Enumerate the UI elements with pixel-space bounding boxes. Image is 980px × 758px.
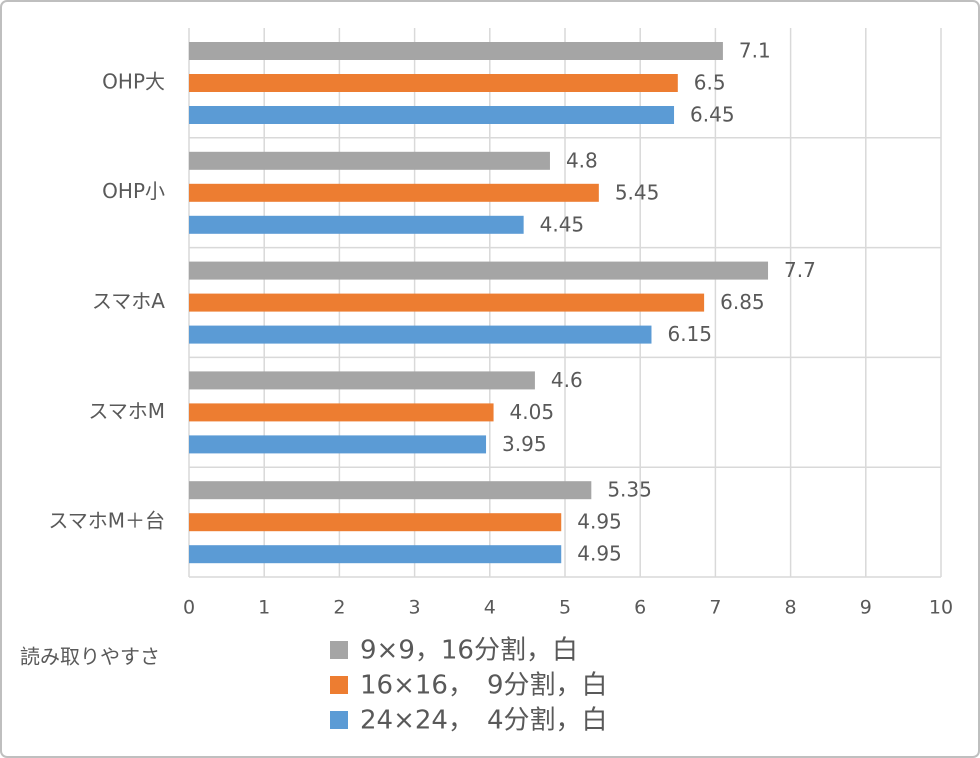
data-label: 5.45	[615, 180, 660, 204]
bar	[189, 183, 599, 202]
data-label: 7.7	[784, 258, 816, 282]
data-label: 6.15	[667, 322, 712, 346]
bar	[189, 215, 524, 234]
y-tick-label: スマホM＋台	[48, 509, 165, 533]
bar	[189, 545, 562, 564]
data-label: 4.6	[551, 368, 583, 392]
bar	[189, 371, 535, 390]
x-tick-label: 9	[860, 597, 872, 619]
bar	[189, 325, 652, 344]
bar	[189, 151, 550, 170]
x-tick-label: 3	[409, 597, 421, 619]
bar	[189, 513, 562, 532]
x-tick-label: 6	[634, 597, 646, 619]
axis-title: 読み取りやすさ	[20, 645, 160, 669]
bar	[189, 261, 769, 280]
data-label: 4.45	[540, 212, 585, 236]
y-tick-label: スマホM	[88, 399, 165, 423]
x-tick-label: 5	[559, 597, 571, 619]
legend-label: 24×24， 4分割，白	[360, 706, 608, 736]
data-label: 3.95	[502, 432, 547, 456]
bar	[189, 481, 592, 500]
data-label: 4.95	[577, 542, 622, 566]
y-tick-label: OHP小	[102, 179, 165, 203]
data-label: 6.5	[694, 71, 726, 95]
data-label: 4.95	[577, 510, 622, 534]
legend-swatch	[330, 676, 348, 694]
bar	[189, 435, 487, 454]
x-tick-label: 2	[333, 597, 345, 619]
data-label: 4.8	[566, 148, 598, 172]
bar	[189, 403, 494, 422]
x-tick-label: 1	[258, 597, 270, 619]
data-label: 6.45	[690, 103, 735, 127]
data-label: 7.1	[739, 39, 771, 63]
x-tick-label: 0	[183, 597, 195, 619]
x-tick-label: 8	[785, 597, 797, 619]
data-label: 6.85	[720, 290, 765, 314]
x-tick-label: 10	[929, 597, 953, 619]
legend-label: 9×9，16分割，白	[360, 636, 578, 666]
bar	[189, 42, 723, 60]
x-tick-label: 7	[709, 597, 721, 619]
legend-label: 16×16， 9分割，白	[360, 671, 608, 701]
x-tick-label: 4	[484, 597, 496, 619]
y-tick-label: スマホA	[92, 289, 165, 313]
legend-swatch	[330, 641, 348, 659]
data-label: 5.35	[607, 478, 652, 502]
data-label: 4.05	[510, 400, 555, 424]
bar	[189, 106, 675, 124]
bar	[189, 74, 678, 92]
y-tick-label: OHP大	[102, 69, 165, 93]
legend-swatch	[330, 711, 348, 729]
bar	[189, 293, 705, 312]
